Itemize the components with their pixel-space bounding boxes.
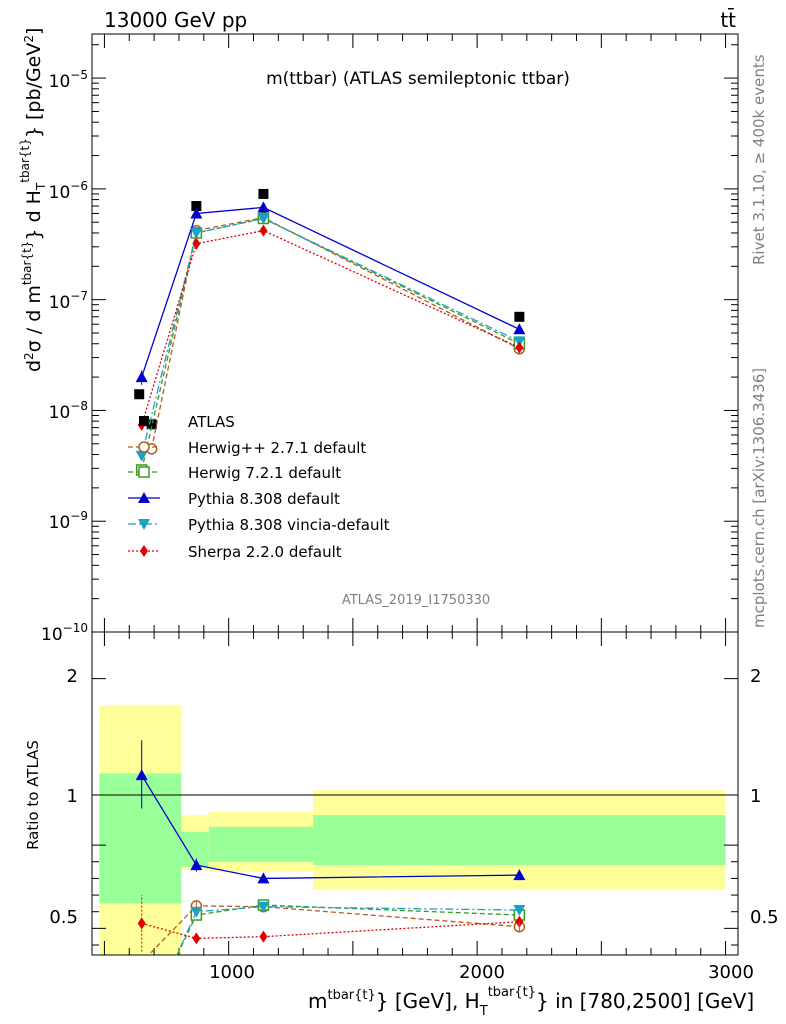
legend-herwig7: Herwig 7.2.1 default [128,464,341,482]
axis-ticks [92,34,738,955]
legend-sherpa: Sherpa 2.2.0 default [128,543,342,561]
plot-title: m(ttbar) (ATLAS semileptonic ttbar) [266,69,570,89]
ratio-ytick-2-right: 2 [750,666,761,687]
main-point-4-2 [257,213,270,225]
main-point-0-2 [191,201,202,212]
main-line-3 [141,206,520,378]
main-point-3-2 [257,201,270,213]
ratio-line-3 [176,906,520,955]
main-point-0-0 [134,389,145,400]
x-tick-labels: 1000 2000 3000 [209,962,754,983]
legend-marker-atlas [139,416,149,426]
legend-marker-herwigpp [138,441,150,453]
xtick-1000: 1000 [209,962,255,983]
main-line-5 [141,229,520,426]
legend-atlas: ATLAS [139,413,235,431]
main-point-4-0 [135,450,148,462]
legend-marker-pythia [138,492,150,503]
band-inner [99,773,182,904]
legend-herwigpp: Herwig++ 2.7.1 default [128,439,366,457]
main-point-3-1 [190,207,203,219]
legend-pythia: Pythia 8.308 default [128,490,340,508]
xtick-3000: 3000 [708,962,754,983]
main-point-0-1 [146,419,157,430]
ytick-1e-9: 10−9 [49,509,88,533]
ratio-y-tick-labels: 2 1 0.5 2 1 0.5 [49,666,778,928]
main-point-3-3 [513,323,526,335]
legend-label-sherpa: Sherpa 2.2.0 default [188,543,342,561]
ratio-frame [91,631,739,956]
ytick-1e-5: 10−5 [49,68,88,92]
ratio-ytick-05-left: 0.5 [49,907,78,928]
legend-marker-sherpa [140,545,148,557]
ytick-1e-7: 10−7 [49,289,88,313]
legend-label-pythia: Pythia 8.308 default [188,490,340,508]
legend-marker-vincia [138,519,150,530]
ratio-point-2-2 [257,872,270,884]
legend-label-herwigpp: Herwig++ 2.7.1 default [188,439,366,457]
legend-marker-herwig7 [138,466,150,478]
ratio-point-4-1 [192,932,201,945]
mcplots-label: mcplots.cern.ch [arXiv:1306.3436] [750,368,768,628]
main-point-5-1 [192,237,201,250]
main-y-axis-label: d2σ / d mtbar{t}} d HTtbar{t}} [pb/GeV2] [18,28,48,372]
ratio-point-3-1 [190,906,203,918]
band-inner [208,826,314,862]
main-point-5-3 [515,341,524,354]
ratio-line-1 [176,904,520,955]
ytick-1e-10: 10−10 [41,621,88,645]
legend-vincia: Pythia 8.308 vincia-default [128,516,390,534]
main-y-tick-labels: 10−10 10−9 10−8 10−7 10−6 10−5 [41,68,88,645]
ratio-series [135,740,526,955]
legend-label-herwig7: Herwig 7.2.1 default [188,464,341,482]
ratio-y-axis-label: Ratio to ATLAS [24,740,42,850]
energy-label: 13000 GeV pp [104,8,247,32]
ratio-point-3-3 [513,905,526,917]
ratio-line-4 [141,921,520,940]
main-point-0-3 [258,188,269,199]
ytick-1e-8: 10−8 [49,399,88,423]
ytick-1e-6: 10−6 [49,179,88,203]
ratio-ytick-1-left: 1 [67,786,78,807]
band-inner [313,815,726,866]
main-line-4 [141,217,520,456]
legend-label-vincia: Pythia 8.308 vincia-default [188,516,390,534]
ratio-line-0 [147,905,520,955]
ratio-ytick-1-right: 1 [750,786,761,807]
ratio-point-3-2 [257,901,270,913]
ratio-ytick-05-right: 0.5 [750,907,779,928]
xtick-2000: 2000 [459,962,505,983]
main-line-1 [150,216,520,449]
main-point-4-1 [190,227,203,239]
legend-label-atlas: ATLAS [188,413,235,431]
x-axis-label: mtbar{t}} [GeV], HTtbar{t}} in [780,2500… [308,985,754,1019]
main-point-5-2 [259,224,268,237]
ratio-line-2 [141,774,520,880]
ratio-ytick-2-left: 2 [67,666,78,687]
analysis-id: ATLAS_2019_I1750330 [342,593,490,608]
rivet-label: Rivet 3.1.10, ≥ 400k events [750,54,768,265]
main-point-0-4 [514,311,525,322]
legend: ATLAS Herwig++ 2.7.1 default Herwig 7.2.… [128,413,390,561]
ratio-point-4-2 [259,930,268,943]
main-line-2 [141,217,520,471]
process-label: tt̄ [720,7,736,32]
main-series [134,188,526,476]
